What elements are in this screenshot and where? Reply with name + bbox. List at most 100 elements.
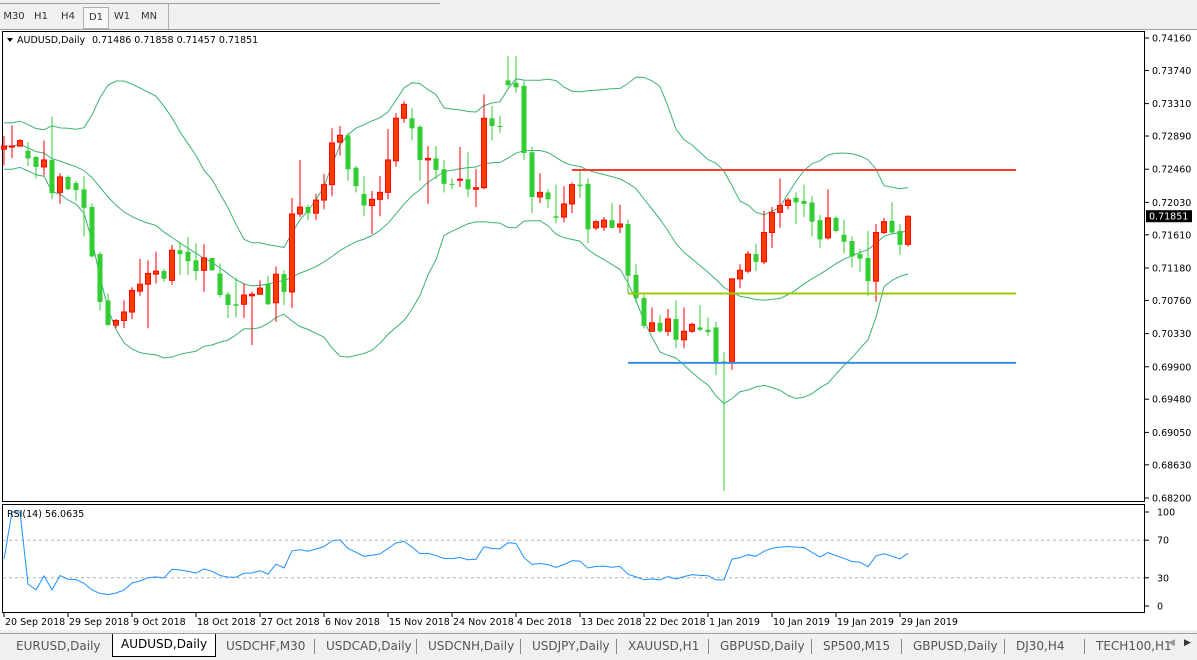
candle-bullish[interactable] xyxy=(369,198,375,206)
candle-bearish[interactable] xyxy=(25,150,31,159)
candle-bearish[interactable] xyxy=(865,257,871,282)
dropdown-triangle-icon[interactable] xyxy=(7,38,13,42)
candle-bullish[interactable] xyxy=(785,199,791,206)
tab-xauusd-h1[interactable]: XAUUSD,H1 xyxy=(628,639,700,653)
candle-bearish[interactable] xyxy=(65,176,71,190)
candle-bullish[interactable] xyxy=(689,323,695,332)
candle-bearish[interactable] xyxy=(449,183,455,185)
candle-bearish[interactable] xyxy=(641,298,647,326)
candle-bullish[interactable] xyxy=(201,257,207,271)
timeframe-m30-button[interactable]: M30 xyxy=(3,11,25,22)
candle-bearish[interactable] xyxy=(185,251,191,262)
candle-bearish[interactable] xyxy=(833,217,839,231)
candle-bearish[interactable] xyxy=(177,250,183,255)
candle-bearish[interactable] xyxy=(417,126,423,160)
candle-bearish[interactable] xyxy=(193,260,199,272)
timeframe-h1-button[interactable]: H1 xyxy=(34,11,48,22)
candle-bearish[interactable] xyxy=(857,254,863,259)
candle-bearish[interactable] xyxy=(233,304,239,306)
candle-bullish[interactable] xyxy=(145,272,151,285)
tab-scroll-left-icon[interactable]: ◀ xyxy=(1168,638,1175,648)
price-chart[interactable]: 0.74160 0.73740 0.73310 0.72890 0.72460 0.720… xyxy=(0,30,1197,630)
candle-bullish[interactable] xyxy=(777,204,783,213)
candle-bearish[interactable] xyxy=(361,193,367,206)
chart-window[interactable]: 0.74160 0.73740 0.73310 0.72890 0.72460 0.720… xyxy=(0,30,1197,630)
candle-bearish[interactable] xyxy=(465,179,471,190)
candle-bullish[interactable] xyxy=(401,103,407,119)
candle-bearish[interactable] xyxy=(521,85,527,153)
candle-bullish[interactable] xyxy=(257,287,263,295)
timeframe-d1-button[interactable]: D1 xyxy=(83,7,109,29)
candle-bearish[interactable] xyxy=(105,300,111,326)
candle-bearish[interactable] xyxy=(801,200,807,204)
candle-bearish[interactable] xyxy=(545,192,551,200)
candle-bullish[interactable] xyxy=(457,178,463,181)
candle-bearish[interactable] xyxy=(433,158,439,170)
candle-bearish[interactable] xyxy=(49,159,55,194)
candle-bearish[interactable] xyxy=(97,254,103,302)
candle-bullish[interactable] xyxy=(273,273,279,304)
candle-bullish[interactable] xyxy=(681,330,687,341)
candle-bullish[interactable] xyxy=(129,289,135,313)
candle-bearish[interactable] xyxy=(73,183,79,191)
timeframe-w1-button[interactable]: W1 xyxy=(113,11,131,22)
candle-bearish[interactable] xyxy=(809,202,815,222)
candle-bearish[interactable] xyxy=(721,361,727,363)
tab-usdcad-daily[interactable]: USDCAD,Daily xyxy=(326,639,412,653)
candle-bullish[interactable] xyxy=(881,221,887,233)
candle-bearish[interactable] xyxy=(633,274,639,299)
candle-bullish[interactable] xyxy=(121,311,127,321)
candle-bullish[interactable] xyxy=(537,191,543,198)
candle-bearish[interactable] xyxy=(505,80,511,86)
candle-bearish[interactable] xyxy=(625,224,631,276)
timeframe-mn-button[interactable]: MN xyxy=(140,11,158,22)
tab-eurusd-daily[interactable]: EURUSD,Daily xyxy=(16,639,101,653)
candle-bullish[interactable] xyxy=(57,176,63,193)
candle-bearish[interactable] xyxy=(577,184,583,187)
candle-bearish[interactable] xyxy=(817,220,823,240)
tab-gbpusd-daily[interactable]: GBPUSD,Daily xyxy=(913,639,998,653)
candle-bearish[interactable] xyxy=(585,183,591,230)
tab-dj30-h4[interactable]: DJ30,H4 xyxy=(1016,639,1065,653)
candle-bearish[interactable] xyxy=(513,82,519,88)
candle-bearish[interactable] xyxy=(489,118,495,126)
candle-bullish[interactable] xyxy=(769,211,775,233)
candle-bullish[interactable] xyxy=(561,203,567,218)
candle-bullish[interactable] xyxy=(665,318,671,332)
tab-gbpusd-daily[interactable]: GBPUSD,Daily xyxy=(720,639,805,653)
tab-usdcnh-daily[interactable]: USDCNH,Daily xyxy=(428,639,515,653)
candle-bearish[interactable] xyxy=(793,197,799,203)
candle-bearish[interactable] xyxy=(705,329,711,333)
candle-bullish[interactable] xyxy=(337,134,343,143)
candle-bearish[interactable] xyxy=(713,327,719,363)
candle-bullish[interactable] xyxy=(617,223,623,228)
candle-bearish[interactable] xyxy=(217,273,223,296)
candle-bearish[interactable] xyxy=(889,220,895,233)
tab-tech100-h1[interactable]: TECH100,H1 xyxy=(1096,639,1172,653)
candle-bullish[interactable] xyxy=(297,206,303,215)
candle-bearish[interactable] xyxy=(33,156,39,167)
candle-bearish[interactable] xyxy=(265,284,271,305)
candle-bullish[interactable] xyxy=(385,159,391,193)
candle-bullish[interactable] xyxy=(593,221,599,229)
candle-bearish[interactable] xyxy=(841,234,847,242)
candle-bullish[interactable] xyxy=(649,322,655,332)
candle-bullish[interactable] xyxy=(17,140,23,147)
candle-bullish[interactable] xyxy=(873,231,879,282)
candle-bullish[interactable] xyxy=(241,294,247,305)
candle-bullish[interactable] xyxy=(9,145,15,148)
candle-bullish[interactable] xyxy=(313,199,319,214)
candle-bearish[interactable] xyxy=(441,169,447,184)
candle-bearish[interactable] xyxy=(897,230,903,245)
candle-bullish[interactable] xyxy=(425,157,431,161)
candle-bullish[interactable] xyxy=(329,142,335,186)
candle-bullish[interactable] xyxy=(169,249,175,281)
candle-bullish[interactable] xyxy=(289,213,295,293)
candle-bearish[interactable] xyxy=(697,327,703,330)
tab-usdjpy-daily[interactable]: USDJPY,Daily xyxy=(532,639,610,653)
candle-bearish[interactable] xyxy=(657,322,663,332)
tab-audusd-daily[interactable]: AUDUSD,Daily xyxy=(112,634,217,657)
candle-bearish[interactable] xyxy=(209,257,215,271)
candle-bearish[interactable] xyxy=(89,207,95,257)
candle-bearish[interactable] xyxy=(673,318,679,340)
